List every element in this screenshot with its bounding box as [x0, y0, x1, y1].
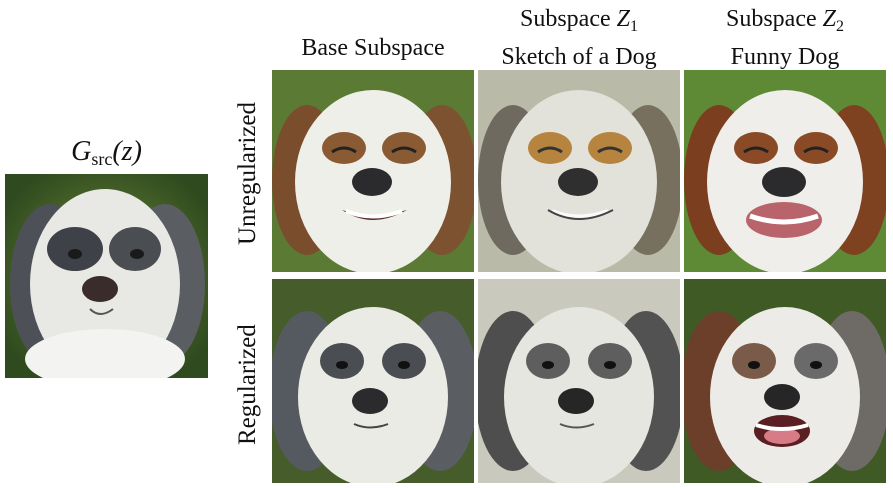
source-label-sub: src [91, 149, 113, 169]
grid-image-unreg-z2 [684, 70, 886, 272]
column-header-z2: Subspace Z2 Funny Dog [684, 4, 886, 72]
grid-image-reg-z1 [478, 279, 680, 483]
column-header-z1-sub: 1 [630, 18, 638, 35]
row-label-regularized: Regularized [234, 324, 261, 445]
source-label-z: (z) [112, 136, 142, 167]
column-header-z2-line2: Funny Dog [730, 44, 840, 70]
column-header-z2-prefix: Subspace [725, 6, 823, 32]
column-header-z2-math: Z [822, 6, 836, 32]
column-header-z2-sub: 2 [836, 18, 844, 35]
source-dog-image [5, 174, 208, 378]
source-label-g: G [71, 136, 92, 167]
column-header-base: Base Subspace [272, 33, 474, 63]
grid-image-unreg-z1 [478, 70, 680, 272]
column-header-base-text: Base Subspace [301, 35, 445, 61]
column-header-z1: Subspace Z1 Sketch of a Dog [478, 4, 680, 72]
column-header-z2-line1: Subspace Z2 [684, 4, 886, 42]
row-label-unregularized: Unregularized [234, 102, 261, 245]
grid-image-reg-z2 [684, 279, 886, 483]
column-header-z1-line2: Sketch of a Dog [501, 44, 657, 70]
column-header-z1-math: Z [616, 6, 630, 32]
grid-image-unreg-base [272, 70, 474, 272]
grid-image-reg-base [272, 279, 474, 483]
source-label: Gsrc(z) [5, 137, 208, 174]
column-header-z1-line1: Subspace Z1 [478, 4, 680, 42]
column-header-z1-prefix: Subspace [519, 6, 617, 32]
